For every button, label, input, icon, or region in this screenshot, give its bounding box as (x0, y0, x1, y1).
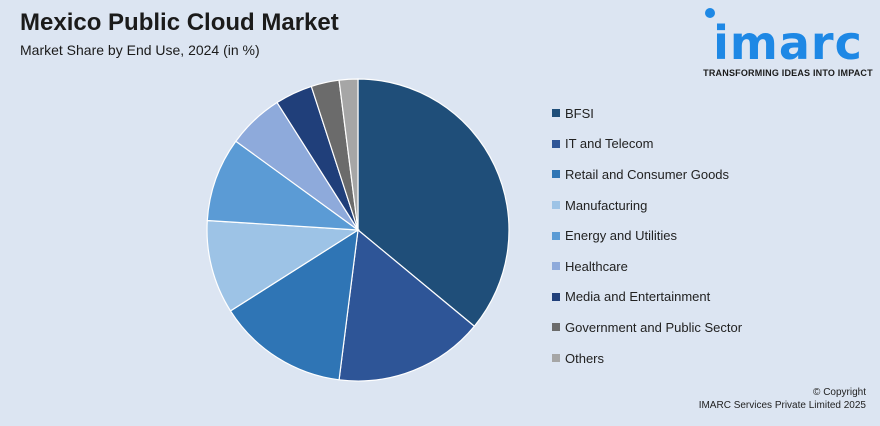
legend-label: Healthcare (565, 258, 628, 274)
legend-item: Healthcare (552, 251, 742, 282)
legend-label: Retail and Consumer Goods (565, 166, 730, 182)
pie-slice-manufacturing (206, 219, 360, 312)
legend-swatch (552, 170, 560, 179)
copyright-notice: © Copyright IMARC Services Private Limit… (699, 386, 866, 412)
imarc-logo: imarc TRANSFORMING IDEAS INTO IMPACT (700, 8, 876, 82)
legend-swatch (552, 201, 560, 210)
chart-subtitle: Market Share by End Use, 2024 (in %) (20, 42, 260, 58)
legend-item: BFSI (552, 98, 742, 129)
logo-dot-icon (705, 8, 715, 18)
pie-slice-retail-and-consumer-goods (229, 228, 359, 381)
legend-swatch (552, 109, 560, 118)
legend-item: Others (552, 343, 742, 374)
chart-title: Mexico Public Cloud Market (20, 9, 339, 36)
legend-label: IT and Telecom (565, 136, 654, 152)
legend-label: Others (565, 350, 605, 366)
legend-item: Media and Entertainment (552, 282, 742, 313)
logo-wordmark: imarc (713, 16, 863, 70)
copyright-line-2: IMARC Services Private Limited 2025 (698, 400, 866, 411)
legend-label: Government and Public Sector (565, 319, 743, 335)
copyright-line-1: © Copyright (813, 387, 866, 398)
legend-swatch (552, 139, 560, 148)
legend-item: Energy and Utilities (552, 220, 742, 251)
legend-item: Government and Public Sector (552, 312, 742, 343)
legend-item: Manufacturing (552, 190, 742, 221)
chart-legend: BFSI IT and Telecom Retail and Consumer Go… (552, 98, 742, 373)
legend-swatch (552, 231, 560, 240)
legend-label: BFSI (565, 105, 594, 121)
pie-slice-others (338, 78, 359, 231)
legend-swatch (552, 354, 560, 363)
legend-label: Media and Entertainment (565, 289, 711, 305)
pie-slice-bfsi (357, 78, 510, 328)
legend-label: Energy and Utilities (565, 228, 677, 244)
legend-label: Manufacturing (565, 197, 648, 213)
legend-item: IT and Telecom (552, 129, 742, 160)
pie-slice-energy-and-utilities (206, 140, 361, 231)
logo-tagline: TRANSFORMING IDEAS INTO IMPACT (703, 68, 873, 78)
pie-slice-it-and-telecom (338, 228, 476, 382)
legend-item: Retail and Consumer Goods (552, 159, 742, 190)
legend-swatch (552, 323, 560, 332)
legend-swatch (552, 292, 560, 301)
legend-swatch (552, 262, 560, 271)
